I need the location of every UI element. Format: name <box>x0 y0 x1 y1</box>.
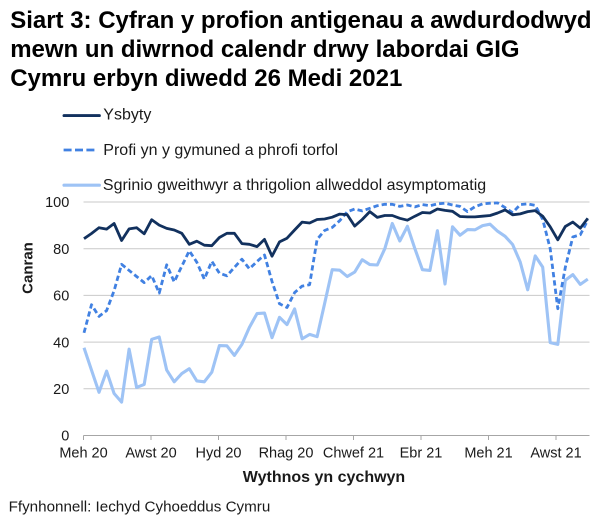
svg-text:Rhag 20: Rhag 20 <box>259 446 314 462</box>
svg-text:Sgrinio gweithwyr a thrigolion: Sgrinio gweithwyr a thrigolion allweddol… <box>103 177 486 194</box>
svg-text:Hyd 20: Hyd 20 <box>196 446 242 462</box>
svg-text:20: 20 <box>53 382 69 398</box>
svg-text:Ebr 21: Ebr 21 <box>400 446 443 462</box>
svg-text:Awst 21: Awst 21 <box>530 446 581 462</box>
svg-text:100: 100 <box>45 195 69 211</box>
svg-text:80: 80 <box>53 242 69 258</box>
svg-text:Wythnos yn cychwyn: Wythnos yn cychwyn <box>243 469 405 486</box>
svg-text:0: 0 <box>61 429 69 445</box>
svg-text:Meh 21: Meh 21 <box>464 446 512 462</box>
svg-text:Canran: Canran <box>19 242 36 294</box>
svg-text:Awst 20: Awst 20 <box>125 446 176 462</box>
svg-text:Chwef 21: Chwef 21 <box>323 446 384 462</box>
svg-text:Ysbyty: Ysbyty <box>103 107 151 124</box>
svg-text:Meh 20: Meh 20 <box>59 446 107 462</box>
svg-text:60: 60 <box>53 289 69 305</box>
svg-text:40: 40 <box>53 335 69 351</box>
svg-text:Profi yn y gymuned a phrofi to: Profi yn y gymuned a phrofi torfol <box>103 142 338 159</box>
svg-text:Ffynhonnell: Iechyd Cyhoeddus: Ffynhonnell: Iechyd Cyhoeddus Cymru <box>9 499 271 516</box>
